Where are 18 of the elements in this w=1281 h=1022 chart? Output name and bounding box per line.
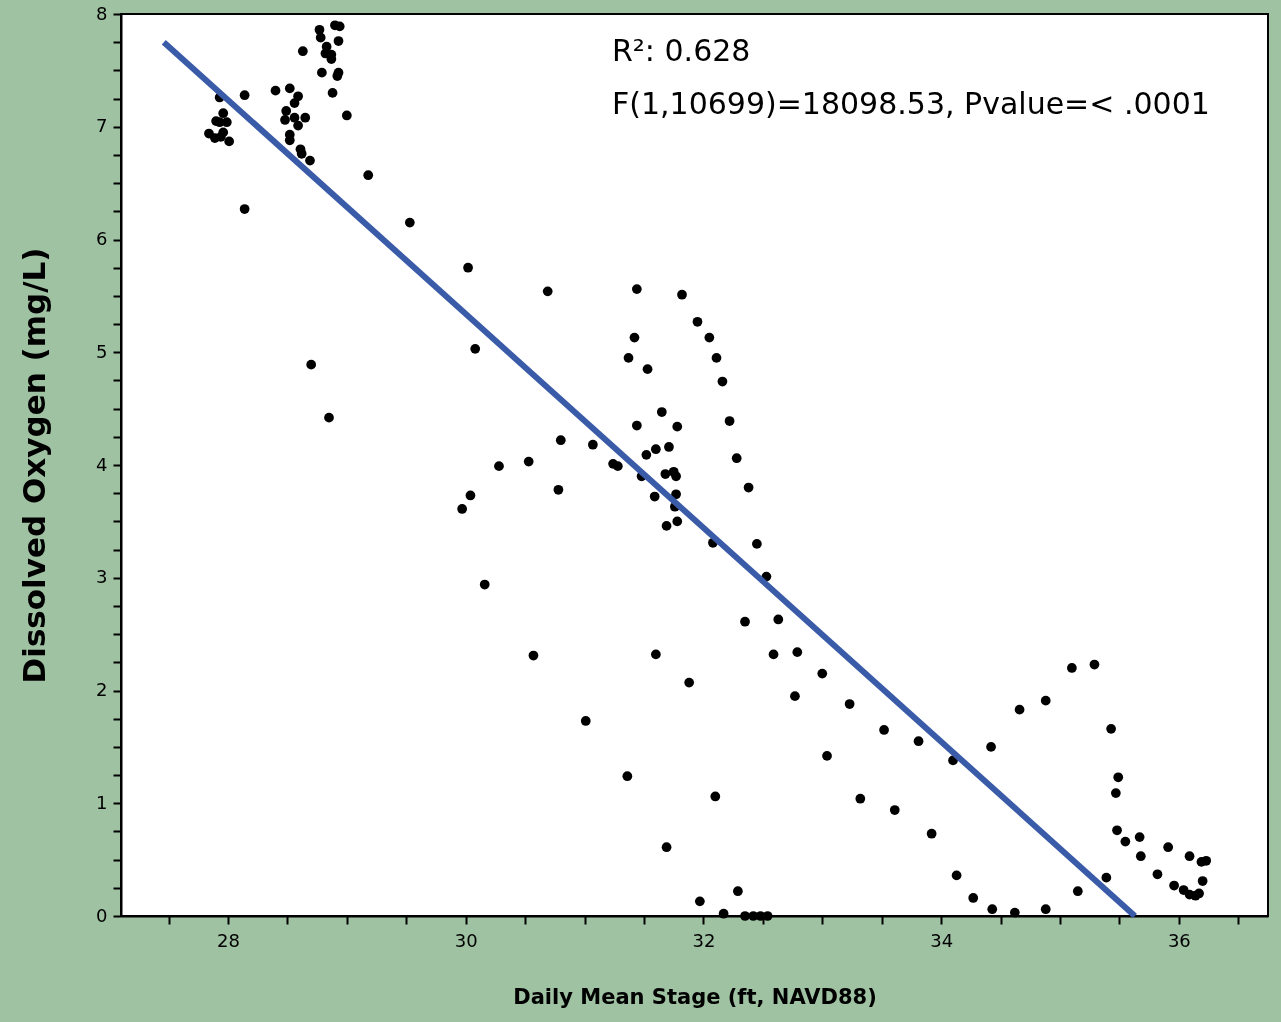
- annotation: R²: 0.628: [612, 33, 751, 68]
- y-tick-label: 2: [96, 679, 108, 700]
- y-tick-label: 0: [96, 904, 108, 926]
- y-tick-label: 5: [96, 340, 108, 362]
- y-tick-label: 6: [96, 228, 108, 249]
- y-axis-title: Dissolved Oxygen (mg/L): [16, 247, 53, 684]
- annotation: F(1,10699)=18098.53, Pvalue=< .0001: [612, 86, 1210, 121]
- x-tick-label: 30: [454, 929, 478, 951]
- y-tick-label: 8: [96, 2, 108, 24]
- y-tick-label: 3: [96, 566, 108, 588]
- y-tick-label: 7: [96, 115, 108, 137]
- x-tick-label: 36: [1167, 929, 1191, 951]
- x-tick-label: 32: [692, 929, 716, 951]
- x-tick-label: 28: [217, 929, 240, 951]
- y-tick-label: 1: [96, 791, 108, 813]
- x-axis-title: Daily Mean Stage (ft, NAVD88): [513, 984, 877, 1009]
- y-tick-label: 4: [96, 453, 108, 475]
- x-tick-label: 34: [930, 929, 954, 951]
